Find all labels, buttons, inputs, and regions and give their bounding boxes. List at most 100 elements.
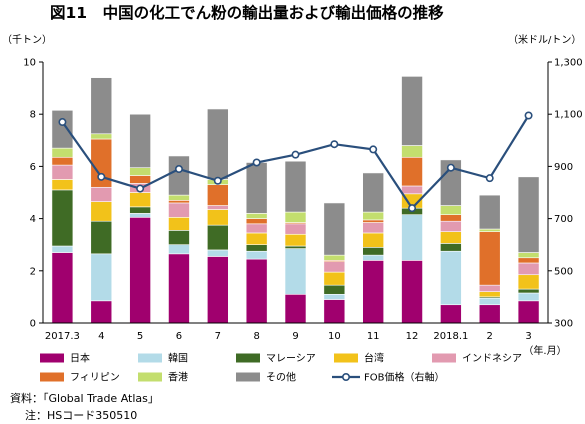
- bar-segment-3-8: [362, 232, 384, 248]
- bar-segment-4-7: [323, 261, 346, 273]
- bar-segment-2-5: [245, 244, 268, 252]
- bar-segment-1-1: [90, 253, 113, 302]
- x-tick-label-6: 9: [292, 331, 298, 342]
- x-tick-label-1: 4: [98, 331, 104, 342]
- legend-label-6: 香港: [168, 372, 188, 384]
- legend-swatch-4: [432, 353, 456, 363]
- bar-segment-0-1: [90, 300, 113, 324]
- bar-segment-2-8: [362, 247, 384, 256]
- bar-segment-7-8: [362, 172, 384, 213]
- y-right-unit-label: （米ドル/トン）: [508, 33, 581, 46]
- bar-segment-6-1: [90, 133, 113, 140]
- x-tick-label-8: 11: [367, 331, 380, 342]
- bar-segment-2-12: [517, 288, 540, 294]
- legend-label-4: インドネシア: [462, 353, 522, 365]
- bar-segment-3-12: [517, 274, 540, 290]
- bar-segment-2-2: [129, 206, 151, 214]
- bar-segment-6-11: [478, 228, 501, 232]
- bar-segment-3-3: [168, 217, 190, 231]
- legend-line-marker: [341, 372, 350, 381]
- bar-segment-2-3: [168, 230, 190, 245]
- bar-segment-1-0: [51, 245, 74, 253]
- bar-stacks: [51, 76, 540, 324]
- x-tick-label-11: 2: [487, 331, 493, 342]
- y-left-unit-label: （千トン）: [2, 34, 52, 46]
- bar-segment-7-4: [207, 108, 229, 180]
- bar-segment-6-12: [517, 252, 540, 259]
- bar-segment-1-12: [517, 292, 540, 302]
- fob-price-point-11: [485, 174, 494, 183]
- bar-segment-6-9: [401, 145, 423, 158]
- bar-segment-7-5: [245, 162, 268, 214]
- bar-segment-3-11: [478, 291, 501, 298]
- fob-price-line: [58, 111, 533, 213]
- fob-price-point-0: [58, 118, 67, 127]
- legend-swatch-2: [236, 353, 260, 363]
- bar-segment-5-8: [362, 219, 384, 223]
- fob-price-point-9: [408, 204, 417, 213]
- y-left-tick-label-3: 6: [30, 162, 36, 173]
- bar-segment-2-7: [323, 284, 346, 295]
- bar-segment-2-1: [90, 220, 113, 255]
- bar-segment-4-10: [440, 220, 462, 232]
- x-tick-label-4: 7: [215, 331, 221, 342]
- fob-price-point-4: [213, 176, 222, 185]
- bar-segment-0-10: [440, 304, 462, 324]
- bar-segment-2-10: [440, 243, 462, 252]
- bar-segment-3-7: [323, 271, 346, 286]
- axes: 0 2 4 6 8 10 300 500 700 900 1,100 1,300 2017.3 4 5 6 7 8…: [23, 58, 582, 343]
- bar-segment-0-9: [401, 260, 423, 324]
- fob-price-point-1: [97, 172, 106, 181]
- bar-segment-1-2: [129, 213, 151, 218]
- bar-segment-7-3: [168, 155, 190, 196]
- y-right-tick-label-5: 1,300: [554, 58, 583, 69]
- bar-segment-3-5: [245, 232, 268, 245]
- bar-segment-5-2: [129, 175, 151, 184]
- bar-segment-5-0: [51, 156, 74, 166]
- bar-segment-5-10: [440, 214, 462, 222]
- fob-price-point-8: [369, 145, 378, 154]
- bar-segment-7-2: [129, 113, 151, 168]
- bar-segment-1-3: [168, 244, 190, 255]
- bar-segment-1-4: [207, 249, 229, 257]
- bar-segment-5-5: [245, 218, 268, 225]
- bar-segment-1-7: [323, 293, 346, 300]
- fob-price-point-3: [174, 165, 183, 174]
- bar-segment-1-8: [362, 254, 384, 261]
- bar-segment-0-0: [51, 252, 74, 324]
- legend-label-0: 日本: [70, 352, 90, 365]
- y-left-tick-label-0: 0: [30, 319, 36, 330]
- bar-segment-7-7: [323, 202, 346, 256]
- bar-segment-6-3: [168, 194, 190, 201]
- legend-label-3: 台湾: [364, 352, 384, 365]
- bar-segment-0-12: [517, 300, 540, 324]
- bar-segment-7-6: [284, 160, 307, 213]
- hs-code-note: 注：HSコード350510: [25, 408, 137, 422]
- legend-swatch-1: [138, 353, 162, 363]
- bar-segment-3-10: [440, 231, 462, 244]
- bar-segment-0-6: [284, 293, 307, 324]
- bar-segment-3-2: [129, 192, 151, 208]
- bar-segment-7-0: [51, 109, 74, 149]
- bar-segment-1-5: [245, 250, 268, 260]
- y-left-tick-label-5: 10: [23, 58, 36, 69]
- bar-segment-0-11: [478, 304, 501, 324]
- bar-segment-5-9: [401, 156, 423, 187]
- bar-segment-0-7: [323, 299, 346, 324]
- bar-segment-4-1: [90, 186, 113, 202]
- bar-segment-2-0: [51, 189, 74, 247]
- bar-segment-0-4: [207, 256, 229, 324]
- bar-segment-4-8: [362, 222, 384, 234]
- bar-segment-3-6: [284, 233, 307, 247]
- y-right-tick-label-2: 700: [554, 214, 573, 225]
- y-left-tick-label-4: 8: [30, 110, 36, 121]
- bar-segment-7-12: [517, 176, 540, 253]
- bar-segment-1-9: [401, 214, 423, 261]
- bar-segment-3-1: [90, 201, 113, 222]
- fob-price-point-2: [136, 184, 145, 193]
- legend-swatch-0: [40, 353, 64, 363]
- bar-segment-0-3: [168, 253, 190, 324]
- bar-segment-0-2: [129, 217, 151, 324]
